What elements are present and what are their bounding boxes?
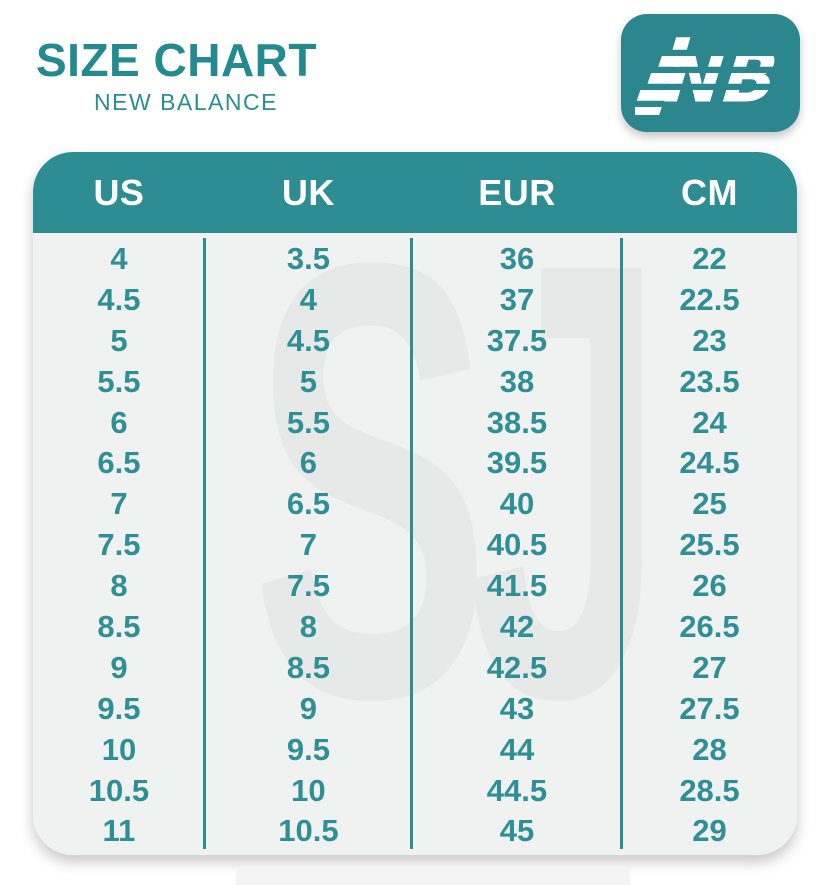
size-cell: 37: [499, 281, 535, 317]
size-cell: 23: [692, 322, 727, 358]
size-cell: 8.5: [286, 649, 330, 685]
size-cell: 42: [499, 609, 535, 645]
size-cell: 22: [692, 241, 727, 276]
size-cell: 10: [101, 731, 137, 767]
title-block: SIZE CHART NEW BALANCE: [36, 36, 336, 116]
size-cell: 40: [499, 486, 535, 522]
size-cell: 5: [299, 363, 318, 399]
size-cell: 44: [499, 731, 535, 767]
size-cell: 6.5: [97, 445, 141, 481]
size-cell: 29: [692, 813, 727, 849]
column-divider: [620, 238, 624, 849]
column-header-us: US: [93, 171, 145, 213]
size-cell: 27.5: [679, 690, 740, 726]
size-cell: 40.5: [486, 527, 548, 563]
size-cell: 37.5: [486, 322, 548, 358]
new-balance-logo: NB: [621, 14, 800, 132]
size-cell: 10.5: [88, 772, 150, 808]
size-cell: 5: [110, 322, 128, 358]
size-cell: 25.5: [679, 527, 740, 563]
size-cell: 4: [110, 241, 128, 276]
size-cell: 4: [299, 281, 318, 317]
size-cell: 25: [692, 486, 727, 522]
size-cell: 38.5: [486, 404, 548, 440]
column-eur: 36 37 37.5 38 38.5 39.5 40 40.5 41.5 42 42.5 43 44 44…: [412, 233, 624, 855]
size-cell: 28: [692, 731, 727, 767]
nb-monogram-icon: NB: [634, 37, 787, 119]
size-cell: 36: [499, 241, 535, 276]
size-cell: 42.5: [486, 649, 548, 685]
column-header-eur: EUR: [478, 171, 556, 213]
size-cell: 8: [299, 609, 318, 645]
column-cm: 22 22.5 23 23.5 24 24.5 25 25.5 26 26.5 27 27.5 28 28…: [622, 233, 797, 855]
size-cell: 6.5: [286, 486, 330, 522]
page-title: SIZE CHART: [36, 34, 317, 86]
size-cell: 5.5: [286, 404, 330, 440]
size-cell: 24: [692, 404, 727, 440]
column-divider: [409, 238, 413, 849]
column-us: 4 4.5 5 5.5 6 6.5 7 7.5 8 8.5 9 9.5 10 10.5 11: [33, 233, 206, 855]
size-cell: 4.5: [286, 322, 330, 358]
size-cell: 4.5: [97, 281, 141, 317]
size-cell: 23.5: [679, 363, 740, 399]
size-cell: 39.5: [486, 445, 548, 481]
size-cell: 10.5: [278, 813, 339, 849]
size-cell: 45: [499, 813, 535, 849]
size-cell: 41.5: [486, 568, 548, 604]
column-divider: [202, 238, 206, 849]
size-cell: 7: [299, 527, 318, 563]
size-cell: 24.5: [679, 445, 740, 481]
size-cell: 22.5: [679, 281, 740, 317]
size-cell: 7: [110, 486, 128, 522]
column-header-cm: CM: [680, 171, 738, 213]
size-cell: 9.5: [286, 731, 330, 767]
size-cell: 27: [692, 649, 727, 685]
size-cell: 8.5: [97, 609, 141, 645]
column-header-uk: UK: [281, 171, 335, 213]
size-cell: 28.5: [679, 772, 740, 808]
size-cell: 26.5: [679, 609, 740, 645]
column-uk: 3.5 4 4.5 5 5.5 6 6.5 7 7.5 8 8.5 9 9.5 10 10.5: [205, 233, 413, 855]
size-cell: 7.5: [97, 527, 141, 563]
table-body: SJ 4 4.5 5 5.5 6 6.5 7 7.5 8 8.5 9 9.5 10 10.5 11 3.5 4…: [33, 233, 797, 855]
size-cell: 44.5: [486, 772, 548, 808]
background-watermark: SJ: [251, 233, 667, 827]
size-cell: 6: [299, 445, 318, 481]
size-cell: 9.5: [97, 690, 141, 726]
page-subtitle: NEW BALANCE: [94, 89, 278, 116]
size-cell: 26: [692, 568, 727, 604]
size-cell: 9: [299, 690, 318, 726]
size-cell: 3.5: [286, 241, 330, 276]
table-header-row: US UK EUR CM: [33, 152, 797, 233]
size-cell: 5.5: [97, 363, 141, 399]
size-cell: 38: [499, 363, 535, 399]
footer-watermark: [236, 867, 630, 885]
size-cell: 7.5: [286, 568, 330, 604]
size-cell: 6: [110, 404, 128, 440]
size-cell: 43: [499, 690, 535, 726]
size-cell: 11: [102, 813, 136, 849]
size-cell: 8: [110, 568, 128, 604]
size-table-card: US UK EUR CM SJ 4 4.5 5 5.5 6 6.5 7 7.5 8 8.5 9 9.5…: [33, 152, 797, 855]
size-cell: 9: [110, 649, 128, 685]
size-cell: 10: [291, 772, 326, 808]
